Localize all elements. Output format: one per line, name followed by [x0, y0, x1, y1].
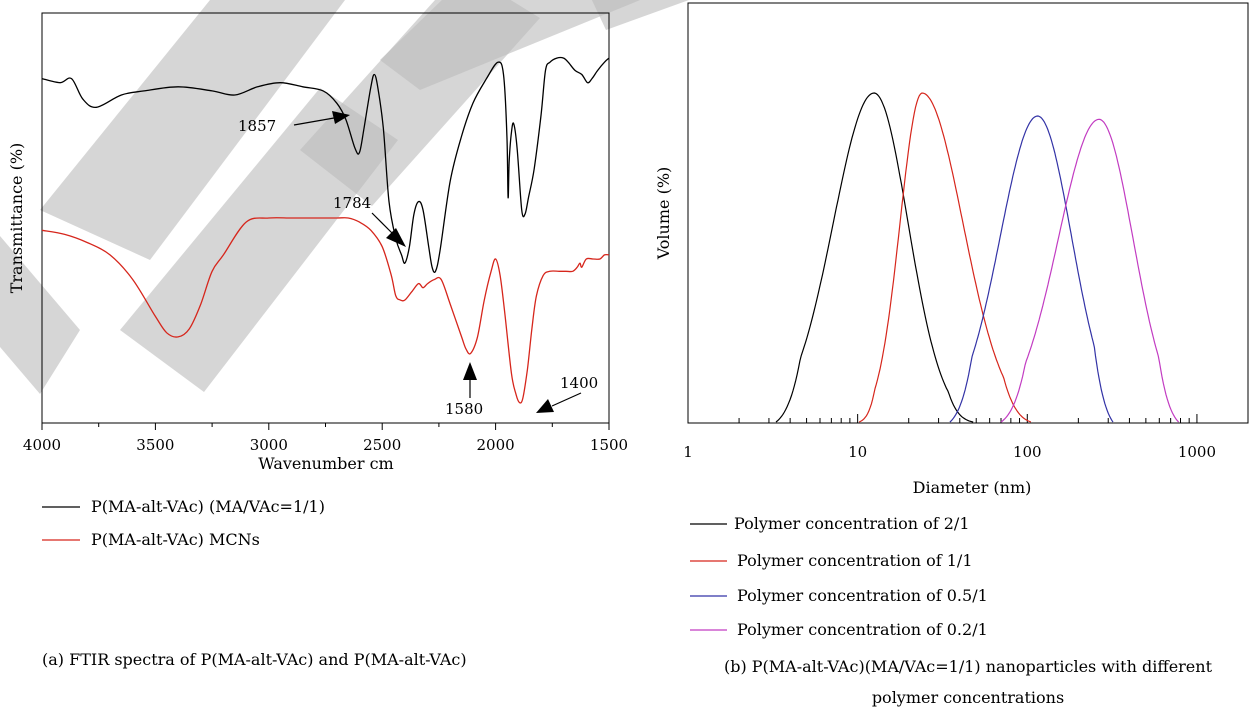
annotation-1400: 1400 [560, 374, 598, 392]
chart-b-x-tick-label: 1000 [1178, 443, 1216, 461]
chart-b-series-line-blue [949, 115, 1114, 423]
watermark-stroke [591, 0, 689, 30]
legend-label: P(MA-alt-VAc) (MA/VAc=1/1) [91, 497, 325, 516]
chart-b: 1 10 100 1000 Diameter (nm) Volume (%) Poly… [654, 2, 1249, 707]
chart-a-x-tick-label: 2500 [363, 436, 401, 454]
chart-a-legend: P(MA-alt-VAc) (MA/VAc=1/1) P(MA-alt-VAc)… [42, 497, 325, 549]
chart-b-y-axis-label: Volume (%) [654, 167, 673, 261]
chart-a-series-line-black [41, 56, 610, 274]
chart-b-x-tick-label: 1 [683, 443, 693, 461]
watermark-stroke [0, 236, 80, 394]
annotation-1857-arrowhead [332, 111, 350, 124]
chart-b-x-tick-label: 100 [1013, 443, 1042, 461]
annotation-1784-arrowhead [386, 228, 406, 247]
chart-b-series-line-red [858, 92, 1032, 423]
chart-b-plot-frame [687, 2, 1249, 424]
retracted-watermark [0, 0, 689, 394]
chart-b-series-line-magenta [1000, 118, 1180, 423]
annotation-1784: 1784 [333, 194, 371, 212]
chart-a-y-axis-label: Transmittance (%) [7, 143, 26, 294]
caption-b-line2: polymer concentrations [872, 688, 1064, 707]
chart-a-x-tick-label: 3000 [250, 436, 288, 454]
legend-label: Polymer concentration of 0.5/1 [737, 586, 988, 605]
legend-label: Polymer concentration of 1/1 [737, 551, 973, 570]
chart-a-x-ticks: 4000 3500 3000 2500 2000 1500 [23, 423, 628, 454]
chart-a-x-tick-label: 3500 [136, 436, 174, 454]
annotation-1857: 1857 [238, 117, 276, 135]
chart-b-legend: Polymer concentration of 2/1 Polymer con… [690, 514, 988, 639]
caption-a: (a) FTIR spectra of P(MA-alt-VAc) and P(… [42, 650, 467, 669]
annotation-1400-arrow-line [551, 392, 582, 407]
chart-a: 4000 3500 3000 2500 2000 1500 Wavenumber cm T… [7, 12, 628, 669]
chart-b-x-tick-label: 10 [848, 443, 867, 461]
annotation-1580: 1580 [445, 400, 483, 418]
chart-b-series-line-black [775, 92, 974, 423]
chart-b-series [775, 92, 1180, 423]
annotation-1784-arrow-line [371, 212, 393, 234]
watermark-stroke [40, 0, 345, 260]
chart-a-x-tick-label: 2000 [477, 436, 515, 454]
chart-a-x-tick-label: 1500 [590, 436, 628, 454]
chart-a-series-line-red [41, 217, 610, 404]
watermark-stroke [380, 0, 641, 90]
chart-a-x-axis-label: Wavenumber cm [258, 454, 393, 473]
legend-label: Polymer concentration of 0.2/1 [737, 620, 988, 639]
legend-label: P(MA-alt-VAc) MCNs [91, 530, 260, 549]
chart-b-x-axis-label: Diameter (nm) [913, 478, 1032, 497]
chart-b-x-ticks: 1 10 100 1000 [683, 414, 1249, 461]
annotation-1400-arrowhead [536, 399, 554, 413]
legend-label: Polymer concentration of 2/1 [734, 514, 970, 533]
annotation-1580-arrowhead [463, 362, 477, 380]
annotation-1857-arrow-line [293, 117, 335, 126]
caption-b-line1: (b) P(MA-alt-VAc)(MA/VAc=1/1) nanopartic… [724, 657, 1213, 676]
chart-a-x-tick-label: 4000 [23, 436, 61, 454]
